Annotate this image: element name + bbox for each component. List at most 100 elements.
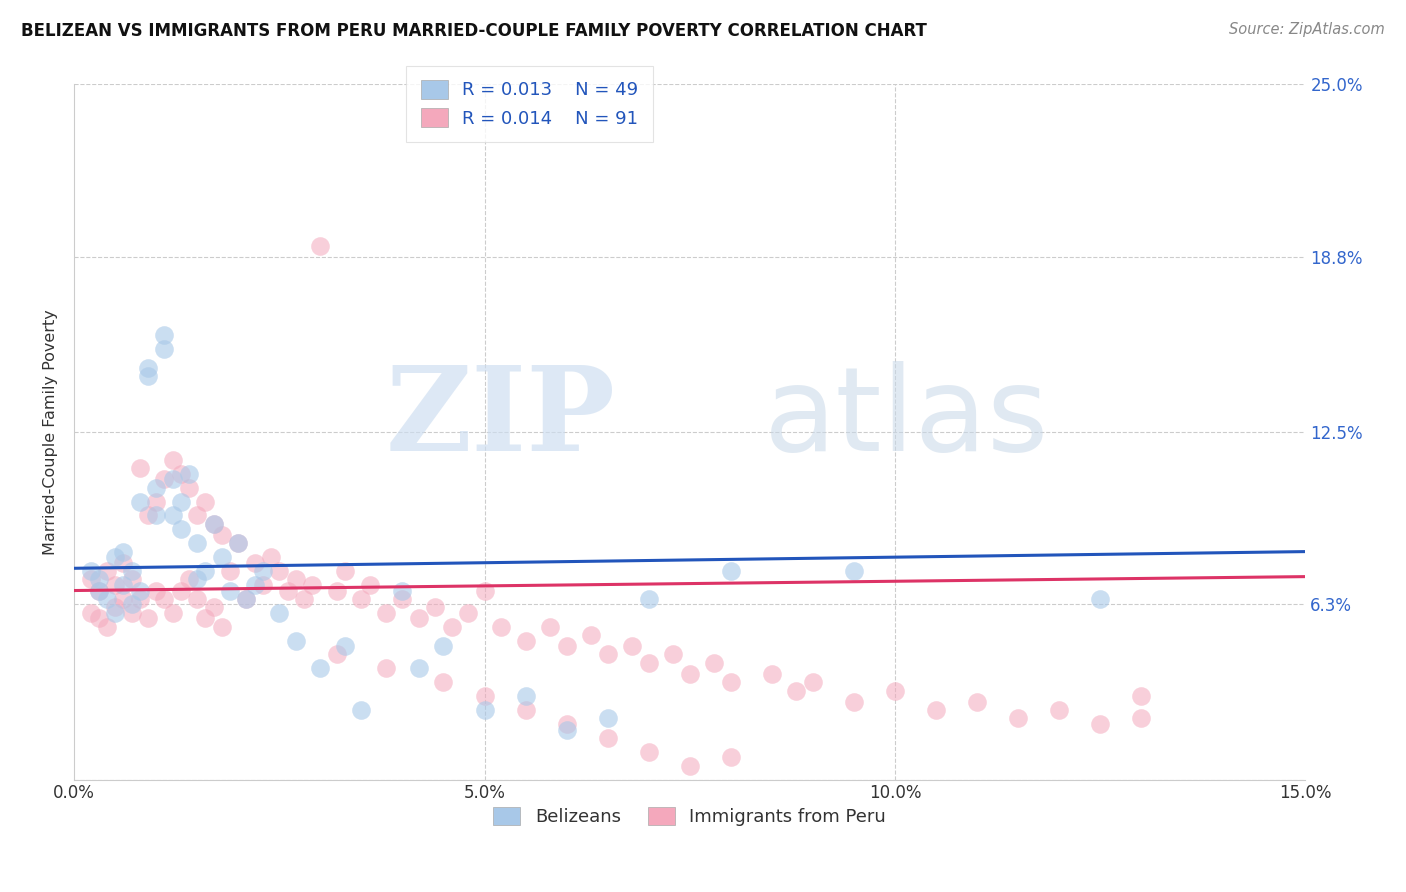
Point (186, 536, 208, 550)
Point (128, 583, 150, 598)
Point (104, 606, 127, 620)
Point (333, 564, 356, 578)
Point (432, 675, 454, 690)
Point (489, 620, 512, 634)
Point (153, 327, 176, 342)
Point (243, 578, 266, 592)
Point (260, 550, 283, 565)
Point (121, 598, 143, 612)
Point (555, 717, 578, 731)
Point (112, 544, 135, 558)
Point (128, 591, 150, 606)
Y-axis label: Married-Couple Family Poverty: Married-Couple Family Poverty (44, 310, 58, 555)
Point (112, 556, 135, 570)
Point (375, 661, 398, 675)
Point (170, 522, 193, 536)
Point (474, 583, 496, 598)
Point (292, 591, 315, 606)
Point (194, 494, 217, 508)
Point (309, 238, 332, 252)
Point (703, 656, 725, 670)
Point (235, 591, 257, 606)
Point (596, 731, 619, 745)
Point (202, 600, 225, 615)
Point (121, 564, 143, 578)
Point (104, 600, 127, 615)
Point (966, 695, 988, 709)
Point (153, 591, 176, 606)
Point (359, 578, 381, 592)
Point (121, 573, 143, 587)
Point (162, 472, 184, 486)
Point (1130, 689, 1153, 703)
Point (136, 369, 159, 384)
Point (186, 508, 208, 523)
Point (252, 578, 274, 592)
Point (621, 639, 644, 653)
Point (801, 675, 824, 690)
Point (211, 550, 233, 565)
Point (301, 578, 323, 592)
Point (162, 508, 184, 523)
Point (226, 536, 249, 550)
Point (112, 578, 135, 592)
Point (96, 564, 118, 578)
Point (269, 564, 291, 578)
Point (186, 591, 208, 606)
Point (637, 745, 659, 759)
Point (219, 583, 242, 598)
Point (555, 723, 578, 737)
Point (1130, 711, 1153, 725)
Point (350, 703, 373, 717)
Point (219, 564, 242, 578)
Point (177, 467, 200, 481)
Point (1007, 711, 1029, 725)
Point (555, 639, 578, 653)
Point (408, 661, 430, 675)
Point (79, 573, 101, 587)
Point (662, 648, 685, 662)
Text: ZIP: ZIP (385, 360, 616, 475)
Point (194, 611, 217, 625)
Point (637, 656, 659, 670)
Text: atlas: atlas (763, 360, 1049, 475)
Point (112, 591, 135, 606)
Point (145, 508, 167, 523)
Point (720, 750, 742, 764)
Point (309, 661, 332, 675)
Point (391, 591, 413, 606)
Point (136, 611, 159, 625)
Point (136, 508, 159, 523)
Point (202, 516, 225, 531)
Point (177, 481, 200, 495)
Point (96, 591, 118, 606)
Point (391, 583, 413, 598)
Point (1047, 703, 1070, 717)
Point (842, 695, 865, 709)
Point (121, 606, 143, 620)
Point (128, 494, 150, 508)
Point (170, 494, 193, 508)
Point (104, 550, 127, 565)
Point (474, 703, 496, 717)
Point (350, 591, 373, 606)
Point (87, 583, 110, 598)
Point (284, 573, 307, 587)
Point (1088, 717, 1111, 731)
Point (136, 361, 159, 376)
Point (515, 633, 537, 648)
Point (432, 639, 454, 653)
Point (457, 606, 479, 620)
Point (596, 711, 619, 725)
Text: Source: ZipAtlas.com: Source: ZipAtlas.com (1229, 22, 1385, 37)
Point (679, 758, 702, 772)
Point (785, 683, 807, 698)
Point (333, 639, 356, 653)
Point (252, 564, 274, 578)
Point (170, 467, 193, 481)
Point (128, 461, 150, 475)
Point (243, 556, 266, 570)
Point (720, 675, 742, 690)
Point (276, 583, 298, 598)
Point (596, 648, 619, 662)
